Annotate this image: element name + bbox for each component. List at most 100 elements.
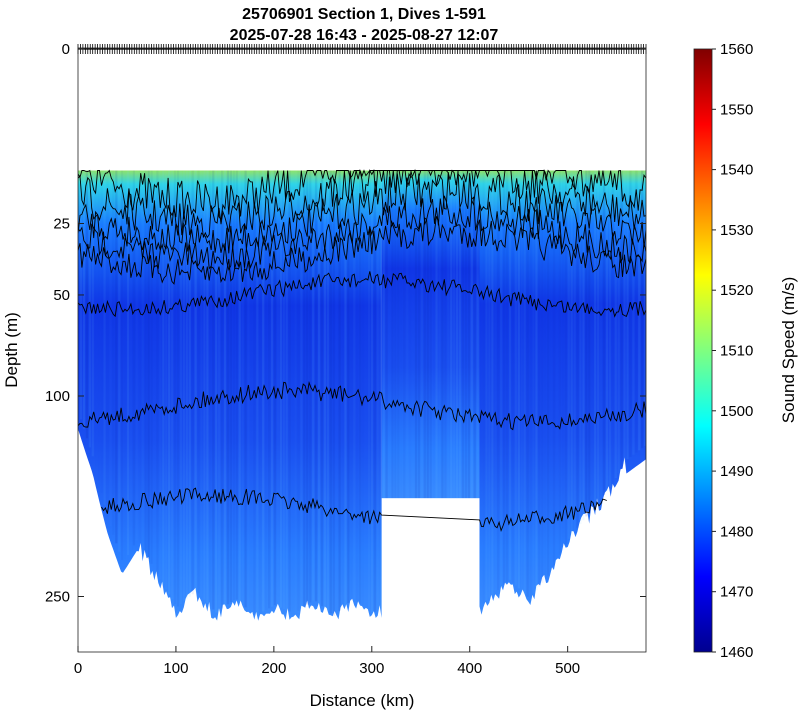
colorbar-tick-label: 1520 [720, 282, 753, 299]
field-streak [605, 170, 609, 492]
isoline-near-surface [78, 216, 646, 285]
field-streak [429, 170, 432, 499]
field-streak [288, 170, 291, 612]
field-streak [514, 170, 517, 586]
field-streak [312, 170, 315, 601]
field-streak [632, 170, 635, 455]
colorbar-tick-label: 1480 [720, 523, 753, 540]
field-streak [320, 170, 324, 607]
x-axis-ticks: 0 100 200 300 400 500 [74, 646, 580, 677]
isoline-layer [78, 168, 646, 532]
field-streak [253, 170, 256, 615]
colorbar-tick-label: 1550 [720, 101, 753, 118]
field-streak [597, 170, 600, 503]
x-tick-label: 200 [261, 660, 286, 677]
field-streak [573, 170, 576, 532]
field-streak [517, 170, 520, 589]
field-streak [142, 171, 144, 548]
field-streak [444, 170, 447, 499]
field-streak [88, 170, 91, 448]
field-streak [206, 170, 209, 603]
field-streak [279, 170, 282, 608]
x-tick-label: 400 [457, 660, 482, 677]
isoline-near-surface [78, 168, 646, 239]
field-streak [139, 171, 141, 543]
field-streak [450, 170, 453, 499]
field-streak [497, 170, 500, 590]
field-streak [576, 170, 579, 528]
field-streak [226, 170, 230, 605]
y-tick-label: 50 [53, 287, 70, 304]
field-streak [323, 170, 327, 609]
field-streak [614, 170, 617, 479]
field-streak [203, 170, 206, 600]
field-streak [535, 170, 538, 591]
field-streak [494, 171, 496, 593]
field-streak [223, 170, 227, 607]
x-tick-label: 500 [555, 660, 580, 677]
field-streak [270, 170, 274, 607]
field-streak [168, 170, 171, 595]
field-streak [82, 170, 86, 429]
field-streak [582, 170, 585, 521]
field-streak [188, 170, 191, 597]
field-streak [317, 170, 321, 604]
field-streak [126, 170, 130, 555]
field-streak [541, 170, 544, 583]
y-tick-label: 100 [45, 388, 70, 405]
field-streak [602, 170, 606, 495]
field-streak [232, 170, 235, 601]
isoline-near-surface [78, 168, 646, 221]
field-streak [629, 170, 632, 458]
field-streak [458, 170, 462, 499]
field-streak [403, 170, 406, 499]
field-streak [306, 170, 309, 605]
colorbar-label: Sound Speed (m/s) [779, 277, 798, 423]
field-streak [644, 170, 646, 446]
field-streak [194, 170, 197, 592]
field-streak [382, 170, 385, 499]
field-streak [585, 170, 588, 517]
field-streak [547, 170, 550, 576]
colorbar-tick-label: 1560 [720, 41, 753, 58]
field-streak [238, 170, 241, 603]
field-streak [212, 170, 215, 610]
field-streak [359, 170, 362, 604]
y-axis-label: Depth (m) [2, 312, 21, 388]
field-streak [556, 171, 558, 561]
field-streak [447, 171, 449, 499]
field-streak [303, 170, 306, 607]
field-streak [491, 170, 494, 595]
field-segment-east [479, 170, 646, 615]
field-streak [215, 170, 218, 613]
field-streak [423, 170, 426, 499]
field-streak [121, 170, 124, 560]
x-tick-label: 300 [359, 660, 384, 677]
field-streak [500, 170, 503, 588]
isoline-lower [101, 487, 607, 532]
field-streak [544, 171, 546, 580]
field-streak [218, 170, 221, 611]
field-streak [147, 170, 150, 559]
field-streak [435, 170, 438, 499]
field-streak [300, 170, 303, 609]
colorbar-tick-label: 1530 [720, 222, 753, 239]
field-streak [353, 170, 356, 600]
field-streak [391, 170, 394, 499]
isoline-upper [78, 271, 646, 318]
y-tick-label: 250 [45, 588, 70, 605]
colorbar-tick-label: 1510 [720, 343, 753, 360]
field-streak [467, 170, 470, 499]
field-streak [241, 170, 244, 605]
field-streak [229, 170, 232, 603]
field-streak [101, 171, 103, 493]
colorbar-tick-label: 1490 [720, 463, 753, 480]
field-streak [476, 170, 479, 499]
field-streak [532, 170, 535, 594]
field-streak [526, 170, 529, 597]
colorbar-tick-label: 1470 [720, 584, 753, 601]
field-streak [473, 170, 476, 499]
field-streak [273, 170, 277, 606]
field-streak [367, 170, 371, 610]
